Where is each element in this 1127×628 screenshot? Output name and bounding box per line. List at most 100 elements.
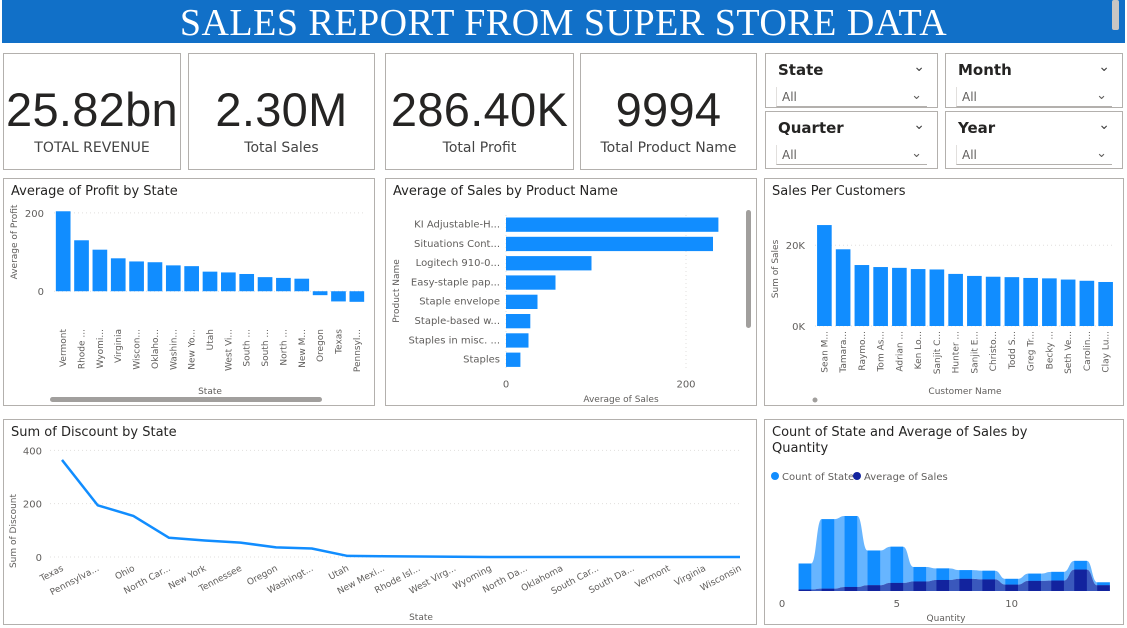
slicer-dropdown[interactable]: All ⌄ <box>776 87 927 107</box>
bar <box>257 277 273 292</box>
x-tick-label: Texas <box>334 329 344 355</box>
slicer-month[interactable]: Month ⌄ All ⌄ <box>945 53 1123 108</box>
x-tick-label: Oklaho... <box>151 329 161 369</box>
x-tick-label: Pennsyl... <box>353 329 363 372</box>
slicer-selected-value: All <box>962 90 977 104</box>
x-tick-label: Sanjit E... <box>970 331 980 374</box>
x-tick-label: Todd S... <box>1008 331 1018 370</box>
x-axis-title: State <box>409 613 433 623</box>
kpi-value: 9994 <box>615 83 722 136</box>
sales-per-customer-plot: 0K 20K Sean M... Tamara... Raymo... Tom As...… <box>771 225 1115 403</box>
x-tick-label: West Vi... <box>224 329 234 371</box>
x-tick-label: Ken Lo... <box>914 331 924 369</box>
chart-discount-by-state[interactable]: Sum of Discount by State 0 200 400 Texas Pen… <box>3 419 757 625</box>
bar <box>506 236 713 252</box>
legend-label: Count of State <box>782 472 854 483</box>
count-of-state-bar <box>982 570 996 580</box>
bar <box>835 249 851 326</box>
bar <box>239 273 255 292</box>
chart-sales-by-product[interactable]: Average of Sales by Product Name 0 200 KI … <box>385 178 757 406</box>
bar <box>110 258 126 292</box>
legend-marker <box>853 472 861 480</box>
kpi-card-total-profit: 286.40K Total Profit <box>385 53 574 170</box>
average-of-sales-bar <box>936 579 950 591</box>
bar <box>1079 280 1095 326</box>
bar <box>294 278 310 292</box>
legend-label: Average of Sales <box>864 472 948 483</box>
count-of-state-bar <box>1074 560 1087 570</box>
bar <box>506 256 592 271</box>
chart-title: Sales Per Customers <box>772 184 906 199</box>
average-of-sales-bar <box>867 585 881 591</box>
y-axis-title: Sum of Sales <box>771 239 781 298</box>
x-tick-label: Carolin... <box>1083 331 1093 371</box>
bar <box>312 291 328 296</box>
bar <box>92 249 108 292</box>
chevron-down-icon[interactable]: ⌄ <box>913 59 925 75</box>
count-of-state-bar <box>959 570 973 579</box>
chevron-down-icon[interactable]: ⌄ <box>913 117 925 133</box>
y-tick-label: Situations Cont... <box>414 239 500 250</box>
average-of-sales-bar <box>959 578 973 591</box>
x-tick-label: Tamara... <box>839 331 849 374</box>
x-tick-label: Raymo... <box>858 331 868 371</box>
kpi-card-total-sales: 2.30M Total Sales <box>188 53 375 170</box>
count-of-state-bar <box>798 563 812 590</box>
x-tick-label: Seth Ve... <box>1064 331 1074 374</box>
slicer-selected-value: All <box>962 148 977 162</box>
chart-state-sales-by-quantity[interactable]: Count of State and Average of Sales by Q… <box>764 419 1124 625</box>
slicer-dropdown[interactable]: All ⌄ <box>956 87 1112 107</box>
average-of-sales-bar <box>1005 584 1018 591</box>
x-axis-title: Quantity <box>927 614 967 624</box>
chart-title: Average of Profit by State <box>11 184 178 199</box>
bar <box>873 267 888 326</box>
report-title-banner: SALES REPORT FROM SUPER STORE DATA <box>2 0 1125 44</box>
x-tick-label: South ... <box>243 329 253 367</box>
y-axis-title: Sum of Discount <box>9 493 19 568</box>
chevron-down-icon[interactable]: ⌄ <box>1096 146 1107 161</box>
y-tick-label: Staples <box>463 355 500 366</box>
page-scrollbar[interactable] <box>1112 0 1119 30</box>
chevron-down-icon[interactable]: ⌄ <box>911 88 922 103</box>
slicer-dropdown[interactable]: All ⌄ <box>956 145 1112 165</box>
slicer-title: Quarter <box>778 119 844 137</box>
slicer-year[interactable]: Year ⌄ All ⌄ <box>945 111 1123 169</box>
x-tick-label: 200 <box>676 379 695 390</box>
bar <box>817 225 832 326</box>
chevron-down-icon[interactable]: ⌄ <box>1098 59 1110 75</box>
count-of-state-bar <box>913 566 927 582</box>
bar <box>1004 277 1020 326</box>
slicer-state[interactable]: State ⌄ All ⌄ <box>765 53 938 108</box>
bar <box>967 275 982 326</box>
discount-line <box>61 459 740 559</box>
chevron-down-icon[interactable]: ⌄ <box>1098 117 1110 133</box>
x-tick-label: Sanjit C... <box>933 331 943 374</box>
bar <box>854 265 870 326</box>
profit-by-state-plot: 0 200 Vermont Rhode ... Wyomi... Virginia Wisc… <box>10 204 366 402</box>
chevron-down-icon[interactable]: ⌄ <box>1096 88 1107 103</box>
count-of-state-bar <box>867 550 881 586</box>
x-tick-label: South ... <box>261 329 271 367</box>
x-tick-label: Wyomi... <box>96 329 106 368</box>
y-tick-label: 20K <box>786 241 806 252</box>
bar <box>202 271 218 292</box>
chart-sales-per-customer[interactable]: Sales Per Customers 0K 20K Sean M... Tamara… <box>764 178 1124 406</box>
y-tick-label: 0 <box>38 287 44 298</box>
bar <box>506 275 556 290</box>
kpi-label: Total Product Name <box>600 140 737 156</box>
x-axis-title: Customer Name <box>928 387 1002 397</box>
x-tick-label: New Yo... <box>188 329 198 370</box>
bar <box>929 269 945 326</box>
x-tick-label: Wisconsin <box>699 564 743 594</box>
kpi-value: 2.30M <box>215 83 348 136</box>
y-tick-label: KI Adjustable-H... <box>414 220 500 231</box>
bar <box>331 291 346 302</box>
slicer-dropdown[interactable]: All ⌄ <box>776 145 927 165</box>
chevron-down-icon[interactable]: ⌄ <box>911 146 922 161</box>
x-tick-label: Tom As... <box>877 331 887 373</box>
slicer-quarter[interactable]: Quarter ⌄ All ⌄ <box>765 111 938 169</box>
bar <box>506 314 531 329</box>
state-sales-by-quantity-plot: 0 5 10 Quantity Count of State Average of Sal… <box>771 472 1110 624</box>
chart-profit-by-state[interactable]: Average of Profit by State 0 200 Vermont Rh… <box>3 178 375 406</box>
x-tick-label: Greg Tr... <box>1027 331 1037 371</box>
